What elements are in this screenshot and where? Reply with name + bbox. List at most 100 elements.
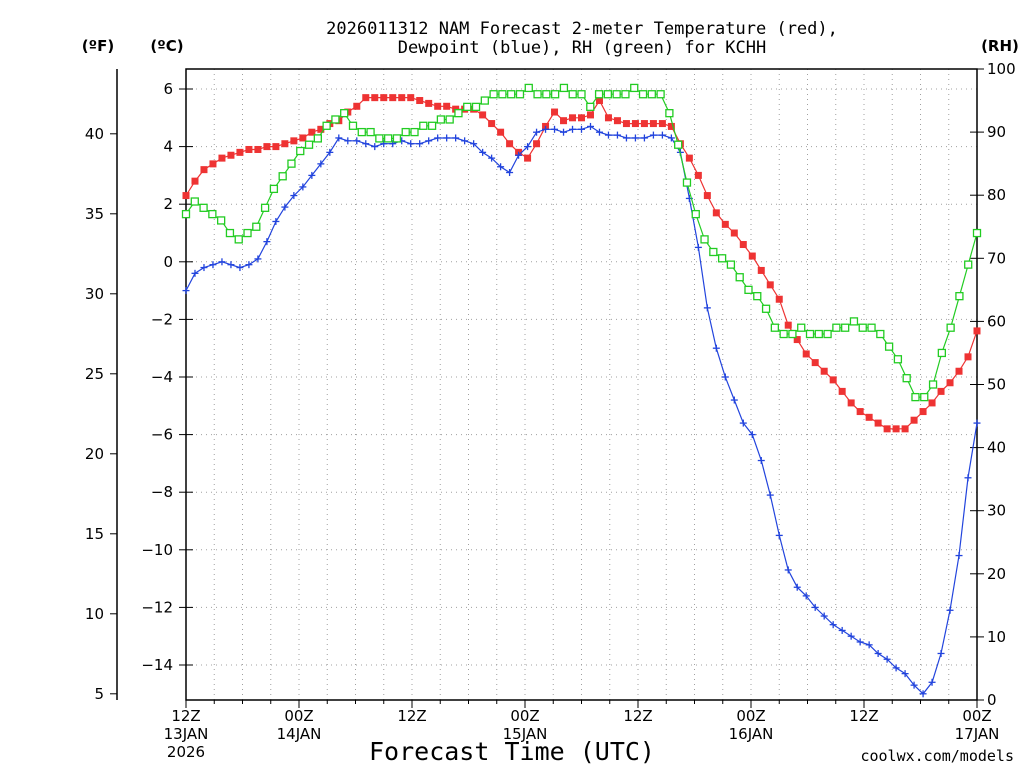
rh-point (383, 134, 393, 143)
rh-point (524, 83, 533, 93)
rh-point (269, 184, 279, 194)
rh-point (946, 323, 955, 332)
dewpoint-point (910, 681, 918, 689)
dewpoint-point (604, 131, 612, 139)
temperature-point (685, 154, 693, 162)
temperature-point (694, 171, 702, 179)
dewpoint-point (892, 664, 900, 672)
temperature-point (218, 154, 226, 162)
rh-point (498, 90, 507, 99)
fahrenheit-tick-label: 5 (94, 685, 104, 703)
temperature-point (586, 111, 594, 119)
dewpoint-point (964, 474, 972, 482)
rh-point (507, 90, 516, 99)
dewpoint-point (191, 269, 199, 277)
rh-point (375, 134, 384, 143)
dewpoint-point (416, 140, 424, 148)
dewpoint-point (344, 137, 352, 145)
rh-point (586, 102, 595, 112)
dewpoint-point (748, 431, 756, 439)
x-axis-label: Forecast Time (UTC) (369, 737, 655, 766)
temperature-point (488, 120, 496, 128)
dewpoint-point (371, 143, 379, 151)
temperature-point (551, 108, 559, 116)
dewpoint-point (586, 122, 594, 130)
dewpoint-point (434, 134, 442, 142)
rh-point (190, 197, 199, 206)
dewpoint-point (721, 373, 729, 381)
rh-point (559, 83, 569, 93)
dewpoint-point (488, 154, 496, 162)
celsius-tick-label: 0 (163, 253, 173, 271)
rh-point (761, 304, 771, 313)
dewpoint-point (946, 606, 954, 614)
rh-point (735, 273, 744, 282)
dewpoint-point (613, 131, 621, 139)
temperature-point (748, 252, 756, 260)
temperature-point (910, 416, 918, 424)
dewpoint-point (973, 419, 981, 427)
temperature-point (479, 111, 487, 119)
rh-tick-label: 70 (987, 249, 1006, 267)
temperature-point (622, 120, 630, 128)
dewpoint-point (182, 287, 190, 295)
rh-point (709, 247, 718, 257)
dewpoint-point (218, 258, 226, 266)
x-tick-year: 2026 (167, 743, 205, 761)
dewpoint-point (515, 151, 523, 159)
dewpoint-point (236, 264, 244, 272)
celsius-tick-label: −10 (141, 541, 173, 559)
rh-point (955, 292, 964, 301)
rh-point (823, 329, 832, 339)
fahrenheit-tick-label: 20 (85, 445, 104, 463)
rh-point (463, 102, 472, 112)
rh-point (445, 115, 454, 124)
temperature-point (245, 145, 253, 153)
temperature-point (964, 353, 972, 361)
temperature-point (272, 143, 280, 151)
temperature-point (955, 367, 963, 375)
rh-point (972, 228, 982, 238)
dewpoint-point (362, 140, 370, 148)
rh-point (753, 292, 762, 301)
temperature-point (281, 140, 289, 148)
temperature-point (254, 145, 262, 153)
dewpoint-point (694, 243, 702, 251)
rh-point (876, 329, 885, 339)
x-tick-label: 12Z (171, 707, 200, 725)
temperature-point (595, 97, 603, 105)
rh-point (454, 109, 463, 118)
temperature-point (640, 120, 648, 128)
rh-point (357, 127, 366, 137)
temperature-point (434, 102, 442, 110)
dewpoint-point (506, 169, 514, 177)
rh-tick-label: 20 (987, 565, 1006, 583)
rh-point (489, 90, 498, 99)
rh-point (542, 90, 551, 99)
temperature-point (649, 120, 657, 128)
dewpoint-point (766, 491, 774, 499)
rh-point (682, 178, 692, 187)
temperature-point (389, 94, 397, 102)
dewpoint-point (533, 128, 541, 136)
fahrenheit-tick-label: 40 (85, 125, 104, 143)
rh-point (287, 159, 296, 168)
dewpoint-point (245, 261, 253, 269)
temperature-point (569, 114, 577, 122)
rh-point (700, 235, 709, 244)
celsius-tick-label: −12 (141, 598, 173, 616)
temperature-point (838, 387, 846, 395)
temperature-point (560, 117, 568, 125)
temperature-point (883, 425, 891, 433)
temperature-point (793, 336, 801, 344)
rh-point (304, 140, 314, 149)
temperature-point (739, 241, 747, 249)
rh-point (726, 260, 736, 269)
temperature-point (299, 134, 307, 142)
dewpoint-point (254, 255, 262, 263)
fahrenheit-tick-label: 15 (85, 525, 104, 543)
temperature-point (398, 94, 406, 102)
rh-point (252, 222, 261, 231)
rh-point (366, 127, 375, 137)
temperature-point (658, 120, 666, 128)
